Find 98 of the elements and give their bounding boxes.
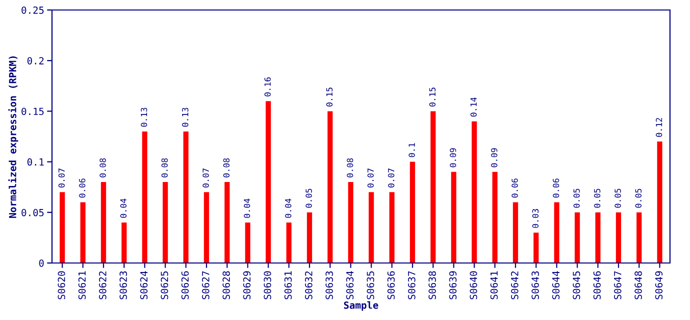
x-tick-label: S0636	[387, 271, 395, 300]
data-label: 0.07	[58, 168, 65, 188]
data-label: 0.06	[79, 178, 86, 198]
bar	[80, 202, 86, 263]
y-tick-label: 0	[39, 260, 44, 267]
y-tick-label: 0.25	[22, 6, 44, 14]
data-label: 0.12	[656, 118, 662, 137]
data-label: 0.08	[346, 158, 354, 178]
data-label: 0.1	[408, 143, 415, 158]
bar	[492, 172, 498, 263]
x-tick-label: S0626	[181, 271, 189, 300]
y-axis-title: Normalized expression (RPKM)	[8, 56, 18, 218]
data-label: 0.15	[429, 88, 436, 106]
y-tick-label: 0.05	[22, 208, 44, 216]
data-label: 0.15	[326, 88, 333, 106]
x-tick-label: S0640	[470, 271, 478, 300]
x-tick-label: S0627	[202, 271, 210, 300]
y-tick-label: 0.15	[22, 108, 44, 116]
data-label: 0.05	[573, 188, 580, 208]
data-label: 0.08	[223, 158, 230, 178]
data-label: 0.03	[532, 209, 539, 228]
data-label: 0.16	[264, 77, 271, 96]
x-tick-label: S0625	[160, 271, 168, 300]
x-tick-label: S0628	[222, 271, 230, 300]
x-tick-label: S0641	[490, 271, 498, 300]
bar	[472, 121, 477, 263]
data-label: 0.04	[285, 198, 292, 218]
data-label: 0.09	[491, 148, 498, 168]
bar	[534, 232, 539, 263]
bar	[430, 111, 436, 263]
data-label: 0.07	[388, 168, 394, 188]
bar	[286, 222, 292, 263]
bar	[142, 131, 148, 263]
bar	[368, 192, 374, 263]
data-label: 0.05	[614, 188, 621, 208]
bar	[183, 131, 188, 263]
bar	[657, 142, 662, 263]
data-label: 0.05	[594, 188, 600, 208]
data-label: 0.08	[161, 158, 168, 178]
data-label: 0.06	[552, 178, 560, 198]
x-tick-label: S0624	[140, 271, 148, 300]
data-label: 0.04	[120, 198, 127, 218]
data-label: 0.05	[306, 188, 312, 208]
bar	[162, 182, 168, 263]
y-tick-label: 0.1	[27, 158, 44, 166]
bar	[224, 182, 230, 263]
bar	[554, 202, 560, 263]
bar	[410, 162, 416, 263]
bar	[512, 202, 518, 263]
bar	[306, 212, 312, 263]
data-label: 0.07	[202, 168, 209, 188]
x-tick-label: S0644	[552, 271, 560, 300]
x-tick-label: S0638	[428, 271, 436, 300]
data-label: 0.07	[367, 168, 374, 188]
x-tick-label: S0629	[243, 271, 251, 300]
bar	[122, 222, 127, 263]
x-tick-label: S0639	[449, 271, 457, 300]
bar	[616, 212, 622, 263]
data-label: 0.14	[470, 97, 477, 117]
x-tick-label: S0633	[326, 271, 333, 300]
x-tick-label: S0630	[264, 271, 272, 300]
x-tick-label: S0645	[572, 271, 580, 300]
x-tick-label: S0642	[510, 271, 518, 300]
data-label: 0.13	[182, 108, 188, 127]
bar	[60, 192, 65, 263]
y-tick-label: 0.2	[27, 57, 44, 64]
data-label: 0.13	[140, 108, 148, 127]
x-tick-label: S0647	[614, 271, 622, 300]
bar	[451, 172, 456, 263]
x-tick-label: S0643	[532, 271, 539, 300]
bar	[348, 182, 354, 263]
x-tick-label: S0622	[98, 271, 106, 300]
x-axis-title: Sample	[344, 301, 378, 311]
x-tick-label: S0623	[120, 271, 127, 300]
bar	[574, 212, 580, 263]
data-label: 0.09	[450, 148, 456, 168]
x-tick-label: S0637	[408, 271, 416, 300]
data-label: 0.04	[244, 198, 250, 218]
data-label: 0.06	[512, 178, 518, 198]
data-label: 0.08	[100, 158, 106, 178]
data-label: 0.05	[635, 188, 642, 208]
bar	[636, 212, 642, 263]
x-tick-label: S0646	[593, 271, 601, 300]
bar	[595, 212, 600, 263]
bar	[245, 222, 250, 263]
bar	[328, 111, 333, 263]
bar	[204, 192, 210, 263]
x-tick-label: S0620	[58, 271, 66, 300]
x-tick-label: S0631	[284, 271, 292, 300]
x-tick-label: S0649	[655, 271, 663, 300]
bar	[389, 192, 394, 263]
x-tick-label: S0635	[366, 271, 374, 300]
x-tick-label: S0621	[78, 271, 86, 300]
x-tick-label: S0634	[346, 271, 354, 300]
x-tick-label: S0648	[634, 271, 642, 300]
x-tick-label: S0632	[304, 271, 312, 300]
bar	[266, 101, 271, 263]
bar	[100, 182, 106, 263]
